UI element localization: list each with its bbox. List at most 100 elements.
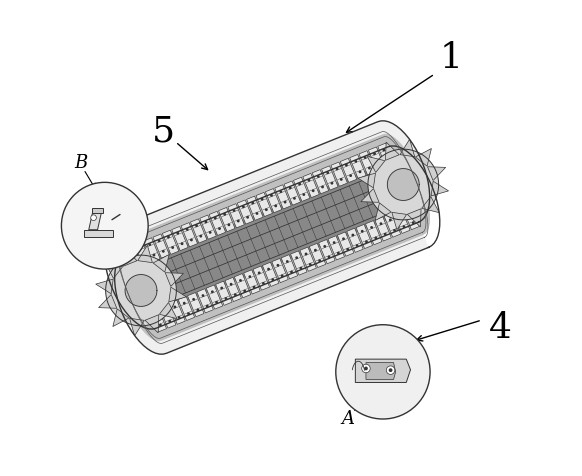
Circle shape (218, 228, 221, 230)
Polygon shape (165, 273, 183, 287)
Polygon shape (350, 155, 366, 179)
Circle shape (155, 313, 158, 316)
Polygon shape (144, 238, 160, 262)
Circle shape (173, 306, 176, 309)
Circle shape (377, 164, 380, 166)
Polygon shape (284, 182, 300, 206)
Circle shape (215, 301, 218, 304)
Circle shape (318, 260, 321, 263)
Circle shape (158, 240, 161, 243)
Polygon shape (340, 159, 357, 183)
Circle shape (342, 238, 345, 241)
Circle shape (130, 251, 132, 254)
Polygon shape (400, 140, 415, 158)
Circle shape (389, 368, 392, 372)
Polygon shape (319, 240, 335, 264)
Polygon shape (347, 228, 363, 253)
Circle shape (180, 243, 183, 246)
Polygon shape (159, 304, 176, 328)
Text: 1: 1 (440, 41, 463, 75)
Polygon shape (125, 275, 157, 307)
Polygon shape (431, 182, 449, 197)
Polygon shape (375, 218, 391, 241)
Circle shape (300, 267, 302, 270)
Polygon shape (356, 359, 410, 383)
Circle shape (187, 313, 190, 316)
Circle shape (386, 366, 395, 375)
Circle shape (262, 282, 265, 285)
Circle shape (345, 164, 348, 167)
Circle shape (186, 228, 189, 231)
Circle shape (286, 260, 289, 263)
Polygon shape (365, 221, 382, 245)
Polygon shape (428, 168, 446, 181)
Polygon shape (403, 206, 420, 230)
Polygon shape (368, 150, 439, 220)
Circle shape (309, 264, 312, 266)
Circle shape (200, 235, 202, 238)
Polygon shape (162, 231, 179, 255)
Polygon shape (169, 300, 185, 325)
Polygon shape (293, 178, 310, 202)
Circle shape (370, 227, 373, 229)
Circle shape (265, 209, 268, 212)
Circle shape (206, 305, 209, 308)
Circle shape (356, 245, 359, 248)
Circle shape (214, 217, 217, 220)
Polygon shape (247, 197, 263, 221)
Polygon shape (115, 121, 430, 355)
Circle shape (327, 172, 329, 175)
Circle shape (258, 272, 261, 275)
Circle shape (281, 275, 283, 278)
Circle shape (412, 222, 415, 225)
Circle shape (162, 250, 165, 253)
Polygon shape (358, 174, 375, 188)
Polygon shape (134, 242, 151, 266)
Circle shape (336, 168, 339, 171)
Circle shape (293, 198, 296, 200)
Polygon shape (113, 309, 129, 327)
Polygon shape (114, 135, 430, 341)
Circle shape (349, 175, 352, 178)
Circle shape (382, 149, 385, 152)
Circle shape (221, 287, 223, 290)
Circle shape (195, 225, 198, 228)
Polygon shape (300, 248, 317, 272)
Circle shape (386, 160, 389, 163)
Circle shape (178, 317, 180, 319)
Circle shape (364, 157, 367, 159)
Polygon shape (125, 159, 420, 317)
Circle shape (364, 367, 368, 371)
Polygon shape (338, 232, 354, 257)
Circle shape (403, 226, 405, 228)
Polygon shape (123, 248, 137, 267)
Circle shape (190, 239, 193, 242)
Polygon shape (219, 208, 235, 232)
Polygon shape (150, 308, 166, 332)
Circle shape (304, 253, 307, 256)
Polygon shape (309, 244, 326, 268)
Polygon shape (416, 149, 431, 167)
Circle shape (317, 176, 320, 178)
Circle shape (209, 231, 212, 234)
Polygon shape (375, 203, 391, 221)
Polygon shape (290, 251, 307, 276)
Circle shape (139, 248, 142, 250)
Circle shape (407, 211, 410, 214)
Polygon shape (244, 270, 260, 294)
Circle shape (340, 178, 343, 181)
Circle shape (274, 205, 277, 208)
Circle shape (201, 295, 204, 298)
Circle shape (276, 264, 279, 267)
Polygon shape (215, 282, 232, 306)
Polygon shape (356, 225, 372, 249)
Circle shape (393, 229, 396, 232)
Circle shape (307, 179, 310, 182)
Polygon shape (95, 279, 113, 294)
Circle shape (379, 223, 382, 226)
Circle shape (159, 324, 162, 327)
Circle shape (362, 365, 370, 373)
Circle shape (253, 286, 255, 289)
Circle shape (279, 191, 282, 194)
Circle shape (267, 268, 270, 271)
